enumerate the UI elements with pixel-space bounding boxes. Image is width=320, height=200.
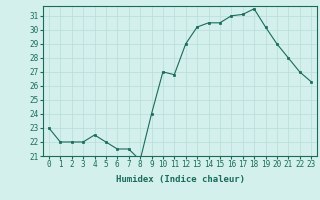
- X-axis label: Humidex (Indice chaleur): Humidex (Indice chaleur): [116, 175, 244, 184]
